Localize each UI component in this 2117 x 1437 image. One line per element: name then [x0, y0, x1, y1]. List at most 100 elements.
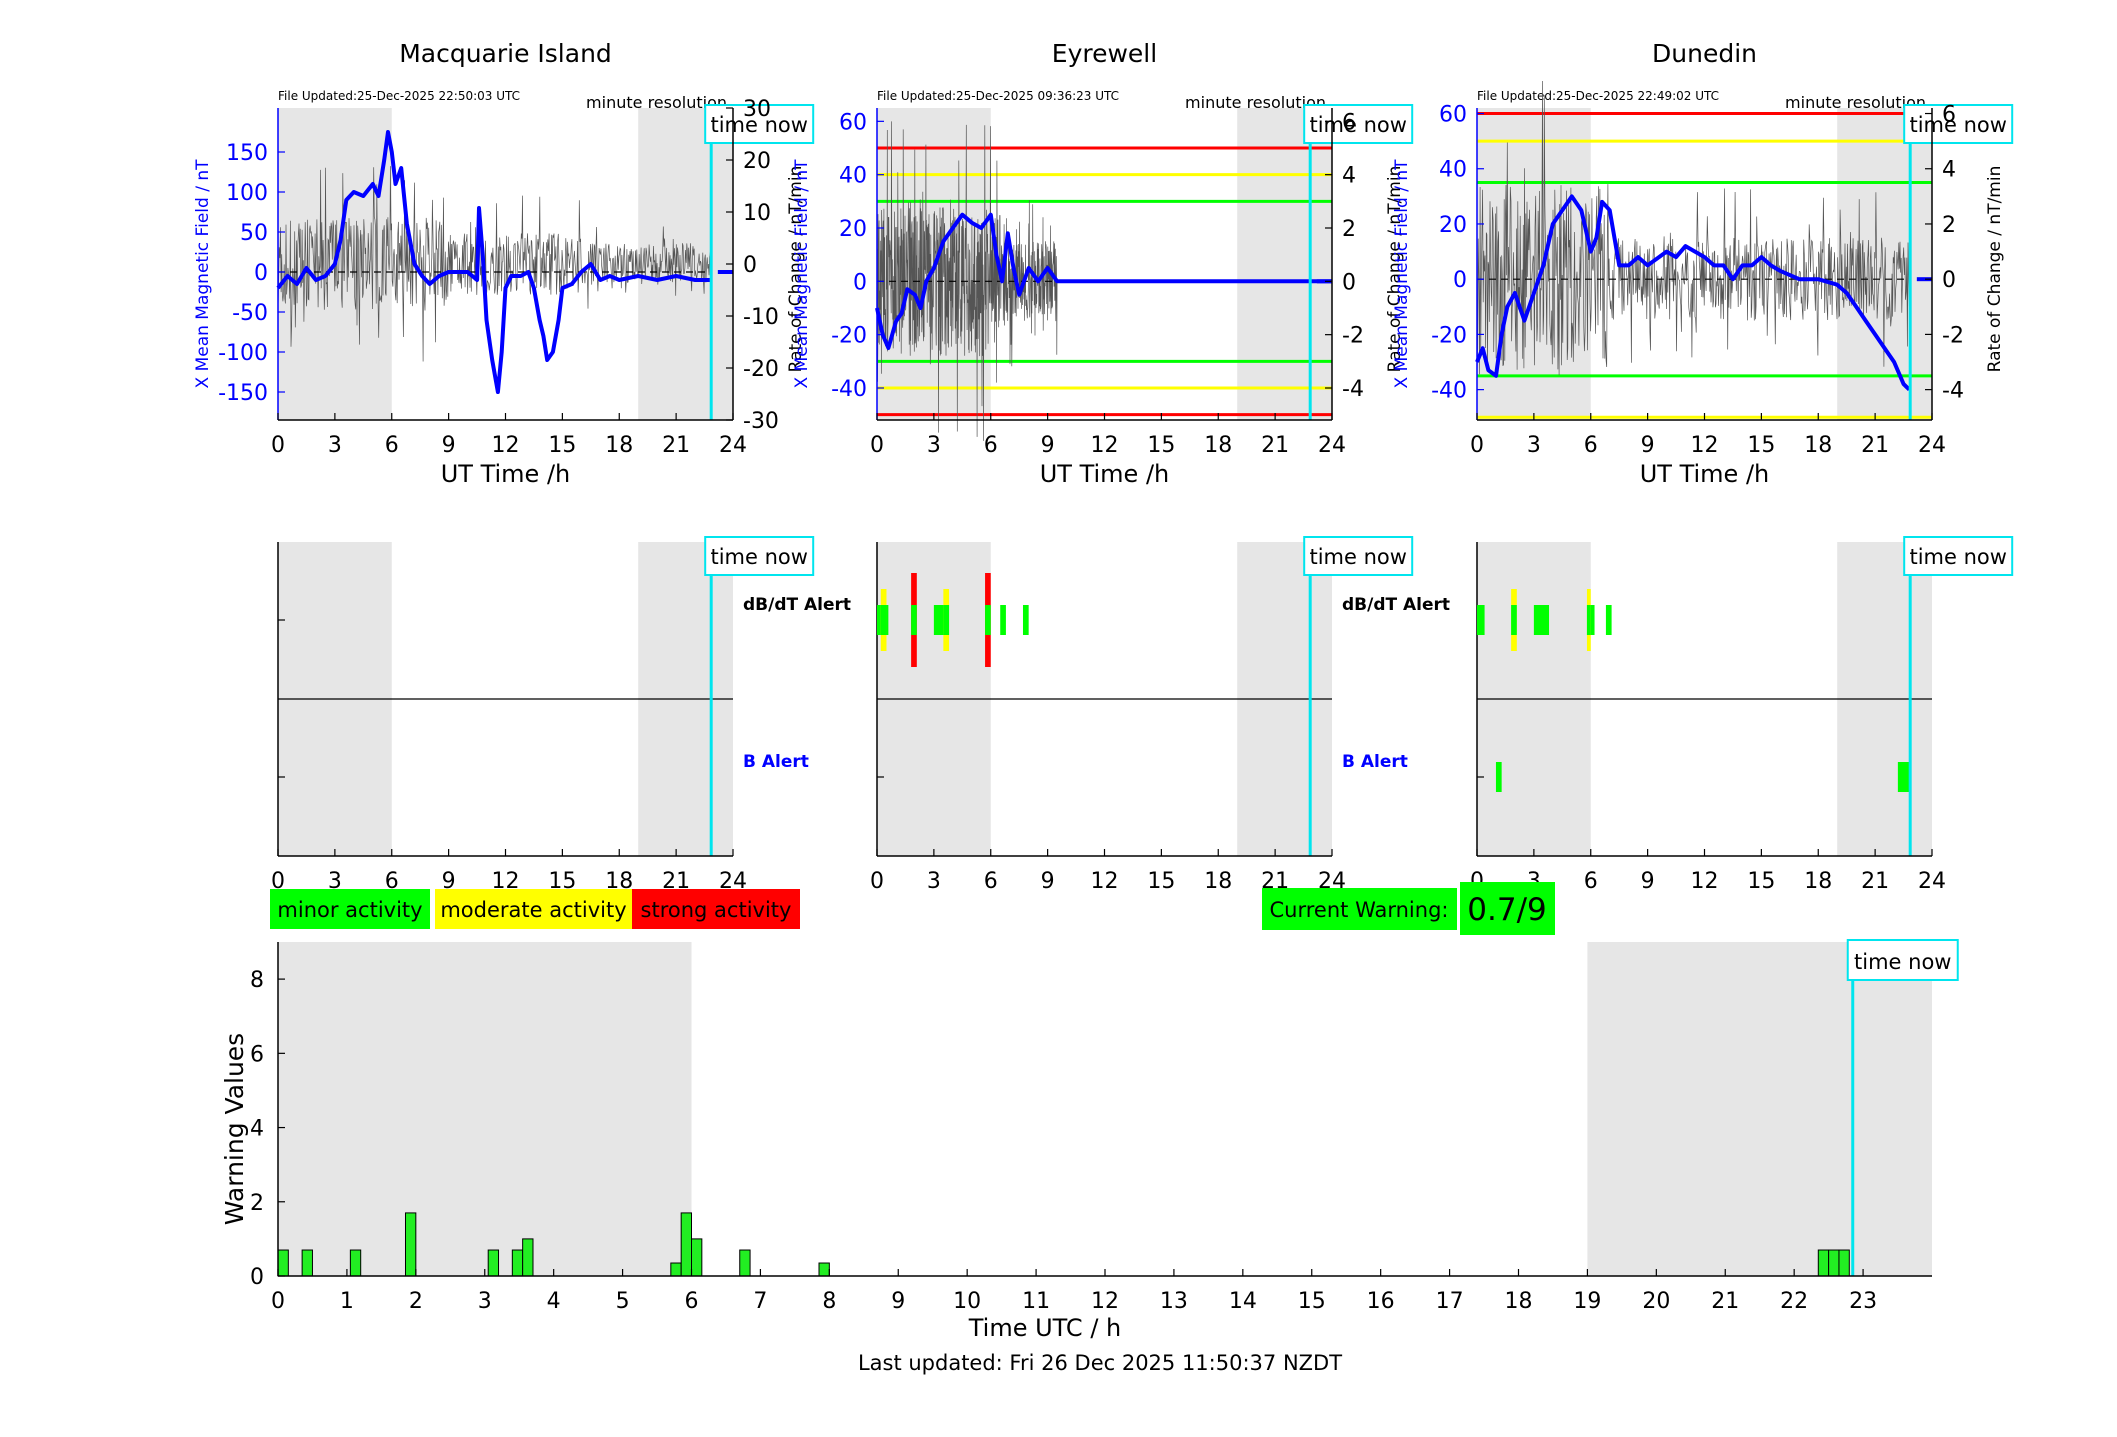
- legend-minor-label: minor activity: [277, 898, 422, 922]
- warning-bar: [739, 1249, 751, 1277]
- time-now-box: [1303, 104, 1414, 144]
- y2-tick-label: 0: [1942, 268, 1956, 293]
- current-warning-label: Current Warning:: [1270, 898, 1449, 922]
- x-tick-label: 9: [891, 1289, 905, 1314]
- x-tick-label: 7: [753, 1289, 767, 1314]
- y-tick-label: 4: [250, 1117, 264, 1142]
- y2-tick-label: 6: [1942, 103, 1956, 128]
- x-tick-label: 0: [271, 869, 285, 894]
- y2-tick-label: -30: [743, 409, 779, 434]
- y2-tick-label: -4: [1342, 377, 1364, 402]
- y2-tick-label: -2: [1942, 323, 1964, 348]
- y-left-label: X Mean Magnetic Field / nT: [1392, 159, 1412, 389]
- x-tick-label: 9: [1641, 869, 1655, 894]
- rate-of-change-trace: [876, 121, 1058, 441]
- y-tick-label: 0: [1453, 268, 1467, 293]
- time-now-label: time now: [710, 113, 807, 137]
- night-shade: [278, 942, 692, 1276]
- mean-field-line: [875, 212, 1332, 350]
- legend-minor-swatch: [270, 889, 430, 929]
- x-tick-label: 3: [478, 1289, 492, 1314]
- y-tick-label: 40: [839, 164, 867, 189]
- y2-tick-label: 10: [743, 201, 771, 226]
- night-shade: [1587, 942, 1932, 1276]
- x-tick-label: 15: [1147, 433, 1175, 458]
- warning-bar: [680, 1212, 692, 1277]
- dbdt-alert-bar-minor: [1533, 605, 1550, 635]
- x-tick-label: 6: [385, 433, 399, 458]
- current-warning-box: [1262, 888, 1457, 930]
- y-left-label: X Mean Magnetic Field / nT: [193, 159, 213, 389]
- warning-bar: [277, 1249, 289, 1277]
- b-alert-label: B Alert: [1342, 752, 1408, 772]
- y-tick-label: -40: [1431, 379, 1467, 404]
- current-warning-value-box: [1460, 882, 1555, 935]
- dbdt-alert-core: [1586, 605, 1591, 635]
- y-tick-label: 40: [1439, 158, 1467, 183]
- warning-y-label: Warning Values: [220, 1033, 249, 1225]
- x-tick-label: 3: [328, 433, 342, 458]
- x-tick-label: 0: [870, 433, 884, 458]
- warning-bar: [404, 1212, 417, 1277]
- x-axis-label: UT Time /h: [441, 460, 571, 488]
- x-tick-label: 6: [984, 433, 998, 458]
- time-now-label: time now: [710, 545, 807, 569]
- warning-bar: [511, 1249, 524, 1277]
- x-tick-label: 6: [1584, 869, 1598, 894]
- x-tick-label: 12: [1091, 1289, 1119, 1314]
- x-tick-label: 21: [662, 433, 690, 458]
- x-tick-label: 23: [1849, 1289, 1877, 1314]
- y-left-label: X Mean Magnetic Field / nT: [792, 159, 812, 389]
- x-tick-label: 18: [605, 433, 633, 458]
- x-tick-label: 1: [340, 1289, 354, 1314]
- x-tick-label: 15: [548, 433, 576, 458]
- dbdt-alert-core: [943, 605, 950, 635]
- x-tick-label: 15: [1147, 869, 1175, 894]
- y-tick-label: -20: [831, 324, 867, 349]
- x-tick-label: 0: [271, 1289, 285, 1314]
- time-now-box: [1903, 536, 2014, 576]
- warning-bar: [301, 1249, 313, 1277]
- x-tick-label: 8: [822, 1289, 836, 1314]
- dbdt-alert-bar-minor: [1605, 605, 1612, 635]
- dbdt-alert-core: [880, 605, 887, 635]
- y-tick-label: 0: [254, 261, 268, 286]
- warning-bar: [691, 1238, 703, 1277]
- resolution-label: minute resolution: [1785, 93, 1926, 112]
- warning-bar: [487, 1249, 500, 1277]
- y2-tick-label: 2: [1342, 217, 1356, 242]
- x-tick-label: 0: [271, 433, 285, 458]
- mean-field-line: [1475, 194, 1911, 392]
- resolution-label: minute resolution: [586, 93, 727, 112]
- x-tick-label: 10: [953, 1289, 981, 1314]
- y2-tick-label: 6: [1342, 110, 1356, 135]
- y-tick-label: -100: [218, 341, 268, 366]
- x-tick-label: 20: [1642, 1289, 1670, 1314]
- x-tick-label: 9: [1041, 869, 1055, 894]
- rate-of-change-trace: [1476, 80, 1910, 376]
- x-tick-label: 11: [1022, 1289, 1050, 1314]
- x-axis-label: UT Time /h: [1040, 460, 1170, 488]
- y-tick-label: 150: [226, 141, 268, 166]
- warning-bar: [1838, 1249, 1850, 1277]
- time-now-box: [1903, 104, 2014, 144]
- warning-bar: [1828, 1249, 1840, 1277]
- x-tick-label: 4: [547, 1289, 561, 1314]
- station-title: Eyrewell: [1052, 39, 1157, 68]
- y-tick-label: 60: [839, 110, 867, 135]
- x-tick-label: 12: [492, 433, 520, 458]
- night-shade: [638, 108, 733, 420]
- y2-tick-label: 4: [1942, 158, 1956, 183]
- y-tick-label: 20: [1439, 213, 1467, 238]
- y-tick-label: -40: [831, 377, 867, 402]
- resolution-label: minute resolution: [1185, 93, 1326, 112]
- dbdt-alert-label: dB/dT Alert: [1342, 595, 1450, 615]
- x-tick-label: 12: [1091, 433, 1119, 458]
- mean-field-line: [276, 130, 712, 394]
- x-tick-label: 9: [1641, 433, 1655, 458]
- x-tick-label: 0: [870, 869, 884, 894]
- x-tick-label: 15: [1747, 869, 1775, 894]
- b-alert-label: B Alert: [743, 752, 809, 772]
- x-tick-label: 24: [1918, 869, 1946, 894]
- y-tick-label: 50: [240, 221, 268, 246]
